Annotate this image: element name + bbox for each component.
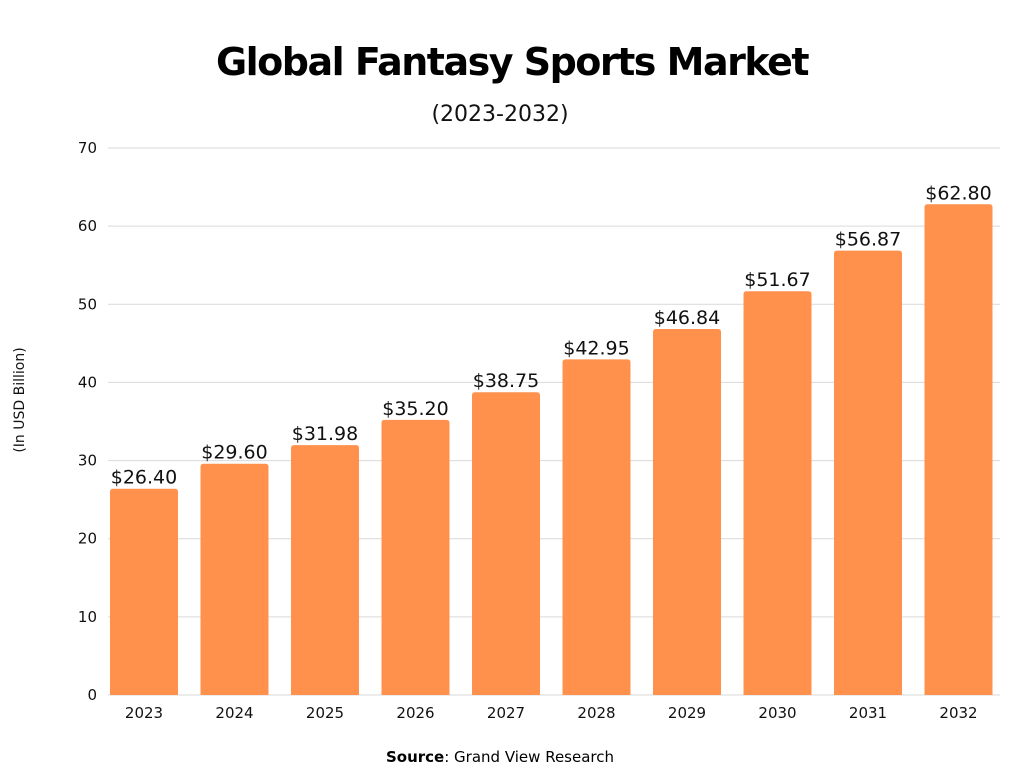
data-label: $26.40: [111, 467, 177, 489]
source-text: : Grand View Research: [444, 748, 615, 766]
bar-2024: [200, 463, 269, 695]
x-tick-label: 2028: [577, 704, 615, 722]
y-tick-label: 10: [78, 608, 97, 626]
y-tick-label: 40: [78, 373, 97, 391]
y-tick-label: 0: [87, 686, 97, 704]
chart-subtitle: (2023-2032): [431, 102, 569, 127]
bar-2026: [381, 419, 450, 695]
x-tick-label: 2024: [215, 704, 253, 722]
data-label: $51.67: [744, 269, 810, 291]
data-label: $46.84: [654, 307, 720, 329]
y-tick-label: 30: [78, 452, 97, 470]
chart-title: Global Fantasy Sports Market: [215, 40, 810, 84]
x-tick-label: 2031: [849, 704, 887, 722]
y-tick-label: 50: [78, 295, 97, 313]
bar-2027: [472, 392, 540, 695]
data-label: $35.20: [382, 398, 448, 420]
source-label: Source: [385, 748, 445, 766]
bar-2030: [743, 291, 812, 695]
data-label: $31.98: [292, 423, 358, 445]
x-tick-label: 2032: [939, 704, 977, 722]
bar-2032: [924, 204, 993, 695]
data-label: $42.95: [563, 337, 629, 359]
x-tick-label: 2025: [306, 704, 344, 722]
data-label: $62.80: [925, 182, 991, 204]
bar-2025: [291, 445, 359, 695]
data-label: $29.60: [201, 442, 267, 464]
x-tick-label: 2030: [758, 704, 796, 722]
x-tick-label: 2029: [668, 704, 706, 722]
y-tick-label: 20: [78, 530, 97, 548]
x-tick-label: 2023: [125, 704, 163, 722]
source-note: Source: Grand View Research: [0, 748, 1000, 766]
bar-2028: [562, 359, 631, 695]
bar-2029: [653, 328, 721, 695]
data-label: $56.87: [835, 229, 901, 251]
data-label: $38.75: [473, 370, 539, 392]
x-tick-label: 2026: [396, 704, 434, 722]
bar-2023: [110, 488, 178, 695]
x-tick-label: 2027: [487, 704, 525, 722]
y-tick-label: 70: [78, 139, 97, 157]
y-tick-label: 60: [78, 217, 97, 235]
bar-2031: [834, 250, 902, 696]
